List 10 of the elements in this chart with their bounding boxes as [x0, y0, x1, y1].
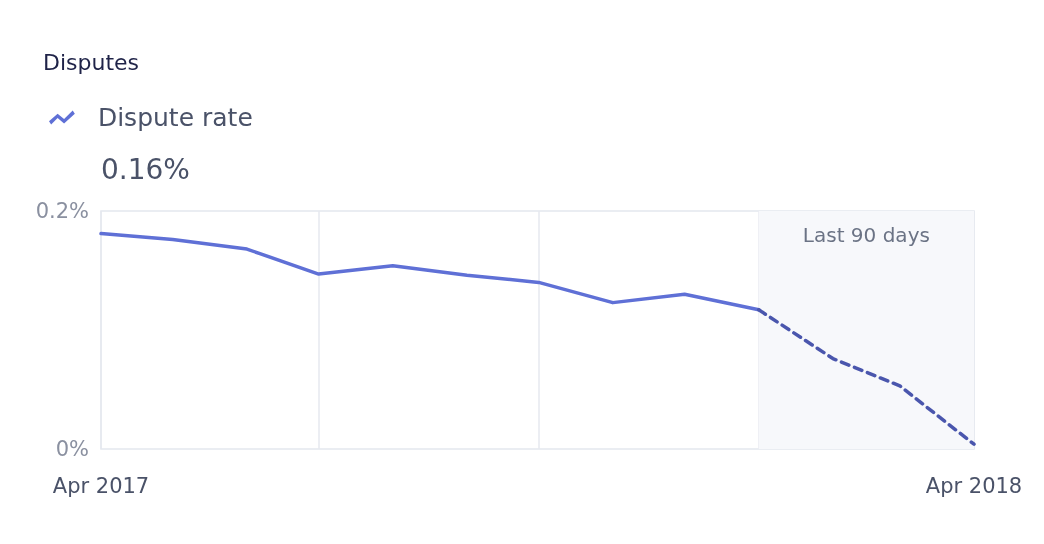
legend-label: Dispute rate	[97, 103, 253, 132]
y-tick-label: 0%	[55, 437, 89, 461]
y-tick-label: 0.2%	[35, 199, 89, 223]
band-label: Last 90 days	[802, 223, 930, 247]
chart-subtitle: 0.16%	[101, 152, 190, 186]
line-series	[756, 308, 976, 446]
x-tick-label: Apr 2017	[52, 473, 150, 498]
chart-title: Disputes	[43, 49, 140, 75]
line-series	[99, 231, 761, 312]
x-tick-label: Apr 2018	[925, 473, 1023, 498]
